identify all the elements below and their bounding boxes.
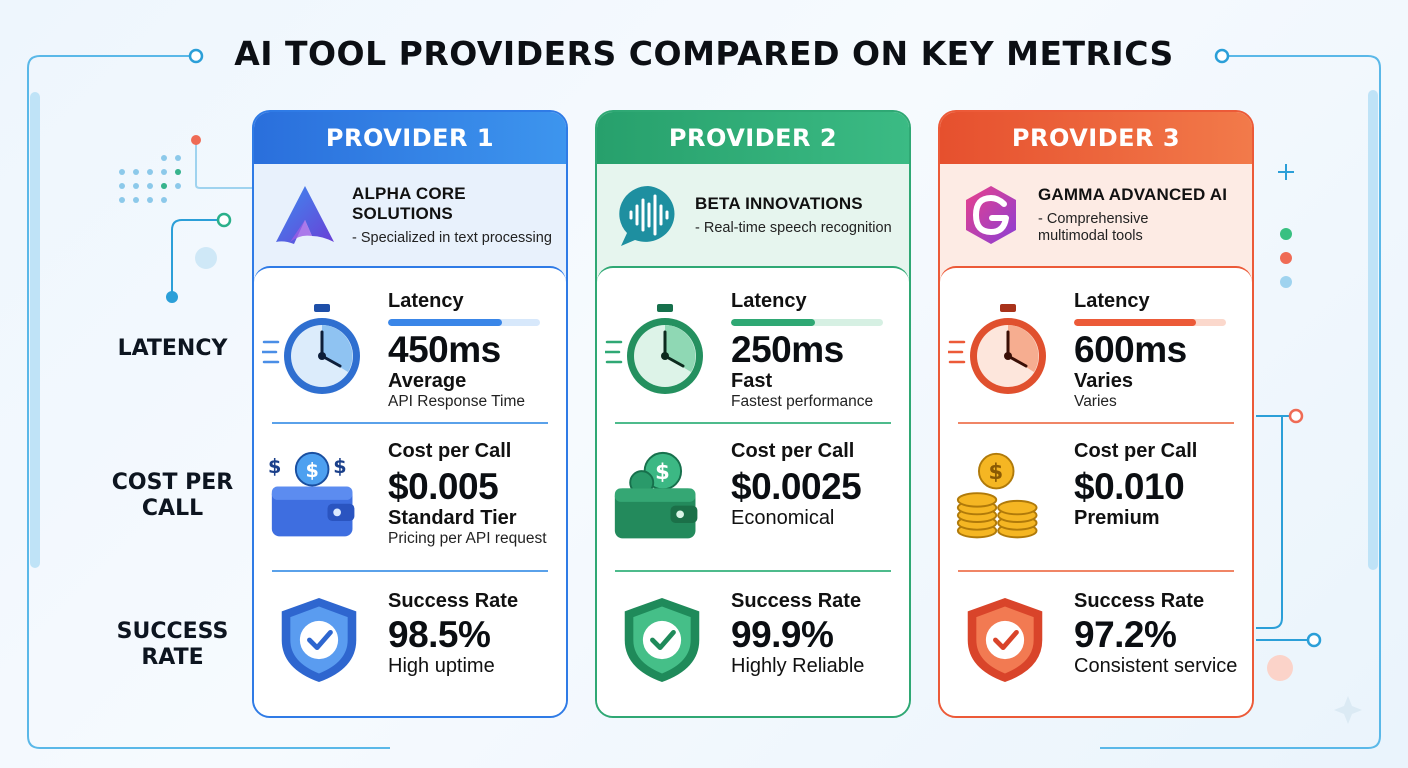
divider <box>272 422 548 424</box>
latency-metric: Latency 250ms Fast Fastest performance <box>597 290 909 420</box>
svg-text:$: $ <box>268 455 281 478</box>
row-label-latency-text: LATENCY <box>117 336 228 361</box>
speech-waveform-logo-icon <box>619 186 675 246</box>
wallet-coin-icon: $ <box>614 451 698 539</box>
provider-card-1: PROVIDER 1 ALPHA CORE SOLUTIONS - Specia… <box>252 110 568 718</box>
latency-bar <box>388 319 540 326</box>
divider <box>272 570 548 572</box>
cost-label: Cost per Call <box>731 440 855 462</box>
svg-text:$: $ <box>333 455 346 478</box>
provider-info: ALPHA CORE SOLUTIONS - Specialized in te… <box>254 164 566 266</box>
latency-note: Fastest performance <box>731 393 874 410</box>
success-value: 98.5% <box>388 614 491 655</box>
latency-sub: Varies <box>1074 370 1133 392</box>
success-metric: Success Rate 99.9% Highly Reliable <box>597 590 909 700</box>
row-label-latency: LATENCY <box>80 336 265 362</box>
gamma-g-logo-icon <box>966 186 1016 244</box>
provider-description: - Specialized in text processing <box>352 229 552 246</box>
metrics-panel: Latency 250ms Fast Fastest performance $… <box>597 266 909 716</box>
success-label: Success Rate <box>1074 590 1205 612</box>
success-value: 97.2% <box>1074 614 1177 655</box>
latency-label: Latency <box>731 290 807 312</box>
row-label-success-line2: RATE <box>141 645 204 670</box>
cost-metric: $ Cost per Call $0.010 Premium <box>940 440 1252 570</box>
success-label: Success Rate <box>388 590 519 612</box>
latency-note: Varies <box>1074 393 1117 410</box>
cost-metric: $ $ $ Cost per Call $0.005 Standard Tier… <box>254 440 566 570</box>
metrics-panel: Latency 450ms Average API Response Time … <box>254 266 566 716</box>
svg-text:$: $ <box>655 459 670 484</box>
cost-sub: Premium <box>1074 507 1160 529</box>
row-label-cost-line1: COST PER <box>111 470 234 495</box>
latency-bar-fill <box>388 319 502 326</box>
latency-value: 450ms <box>388 329 501 370</box>
provider-name: GAMMA ADVANCED AI <box>1038 185 1228 204</box>
provider-description: - Real-time speech recognition <box>695 219 892 236</box>
success-metric: Success Rate 97.2% Consistent service <box>940 590 1252 700</box>
latency-bar-fill <box>731 319 815 326</box>
provider-name: BETA INNOVATIONS <box>695 193 863 213</box>
row-label-success-line1: SUCCESS <box>116 619 229 644</box>
latency-metric: Latency 600ms Varies Varies <box>940 290 1252 420</box>
wallet-coins-icon: $ $ $ <box>268 451 355 537</box>
coin-stacks-icon: $ <box>956 452 1038 539</box>
latency-sub: Fast <box>731 370 773 392</box>
alpha-a-logo-icon <box>276 186 334 244</box>
svg-text:$: $ <box>305 459 318 482</box>
provider-description: - Comprehensive multimodal tools <box>1038 211 1149 244</box>
cost-value: $0.0025 <box>731 466 862 507</box>
cost-label: Cost per Call <box>1074 440 1198 462</box>
latency-value: 250ms <box>731 329 844 370</box>
divider <box>958 422 1234 424</box>
latency-note: API Response Time <box>388 393 525 410</box>
row-label-cost-line2: CALL <box>141 496 204 521</box>
provider-info: BETA INNOVATIONS - Real-time speech reco… <box>597 164 909 266</box>
provider-header: PROVIDER 2 <box>597 112 909 164</box>
latency-bar <box>1074 319 1226 326</box>
success-sub: High uptime <box>388 655 495 677</box>
provider-header: PROVIDER 1 <box>254 112 566 164</box>
cost-value: $0.010 <box>1074 466 1185 507</box>
cost-sub: Economical <box>731 507 835 529</box>
cost-metric: $ Cost per Call $0.0025 Economical <box>597 440 909 570</box>
divider <box>615 570 891 572</box>
stopwatch-icon <box>605 304 703 394</box>
success-value: 99.9% <box>731 614 834 655</box>
provider-info: GAMMA ADVANCED AI - Comprehensive multim… <box>940 164 1252 266</box>
stopwatch-icon <box>948 304 1046 394</box>
cost-label: Cost per Call <box>388 440 512 462</box>
latency-label: Latency <box>388 290 464 312</box>
provider-card-2: PROVIDER 2 BETA INNOVATIONS - Real-time … <box>595 110 911 718</box>
stopwatch-icon <box>262 304 360 394</box>
shield-check-icon <box>281 597 357 683</box>
latency-bar <box>731 319 883 326</box>
latency-value: 600ms <box>1074 329 1187 370</box>
provider-name: ALPHA CORE SOLUTIONS <box>352 183 466 223</box>
divider <box>958 570 1234 572</box>
page-title: AI TOOL PROVIDERS COMPARED ON KEY METRIC… <box>234 34 1174 73</box>
latency-sub: Average <box>388 370 467 392</box>
latency-metric: Latency 450ms Average API Response Time <box>254 290 566 420</box>
row-label-success: SUCCESS RATE <box>80 619 265 671</box>
success-sub: Highly Reliable <box>731 655 865 677</box>
latency-label: Latency <box>1074 290 1150 312</box>
shield-check-icon <box>624 597 700 683</box>
provider-header: PROVIDER 3 <box>940 112 1252 164</box>
success-label: Success Rate <box>731 590 862 612</box>
metrics-panel: Latency 600ms Varies Varies $ Cost per C… <box>940 266 1252 716</box>
cost-note: Pricing per API request <box>388 530 547 547</box>
svg-text:$: $ <box>989 459 1004 484</box>
success-metric: Success Rate 98.5% High uptime <box>254 590 566 700</box>
cost-value: $0.005 <box>388 466 499 507</box>
latency-bar-fill <box>1074 319 1196 326</box>
success-sub: Consistent service <box>1074 655 1238 677</box>
provider-card-3: PROVIDER 3 GAMMA ADVANCED AI - Comprehen… <box>938 110 1254 718</box>
divider <box>615 422 891 424</box>
cost-sub: Standard Tier <box>388 507 517 529</box>
shield-check-icon <box>967 597 1043 683</box>
row-label-cost: COST PER CALL <box>80 470 265 522</box>
